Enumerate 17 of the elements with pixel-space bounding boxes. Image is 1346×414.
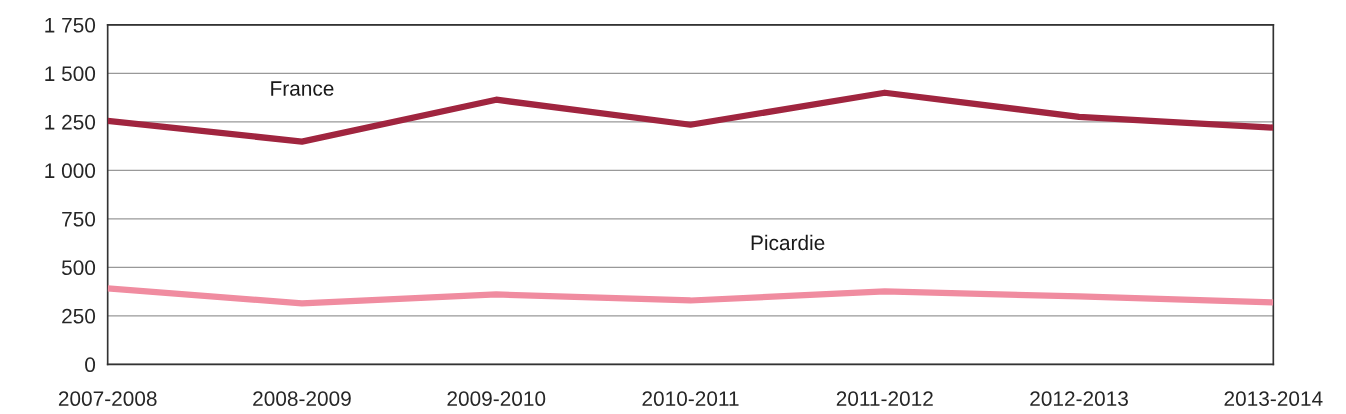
y-tick-label: 1 250 bbox=[45, 114, 96, 130]
y-tick-label: 1 500 bbox=[45, 66, 96, 82]
y-tick-label: 1 000 bbox=[45, 163, 96, 179]
x-tick-label: 2008-2009 bbox=[253, 391, 351, 407]
x-tick-label: 2010-2011 bbox=[642, 391, 739, 407]
y-tick-label: 0 bbox=[85, 357, 96, 373]
y-tick-label: 500 bbox=[61, 260, 96, 276]
x-tick-label: 2007-2008 bbox=[58, 391, 157, 407]
y-tick-label: 250 bbox=[62, 308, 96, 324]
x-tick-label: 2013-2014 bbox=[1224, 391, 1323, 407]
series-label: France bbox=[271, 81, 334, 96]
text: Picardie bbox=[751, 234, 825, 251]
y-tick-label: 750 bbox=[62, 211, 96, 227]
y-tick-label: 1 750 bbox=[45, 17, 96, 33]
x-tick-label: 2009-2010 bbox=[447, 391, 546, 407]
x-tick-label: 2011-2012 bbox=[836, 391, 933, 407]
x-tick-label: 2012-2013 bbox=[1030, 391, 1128, 407]
